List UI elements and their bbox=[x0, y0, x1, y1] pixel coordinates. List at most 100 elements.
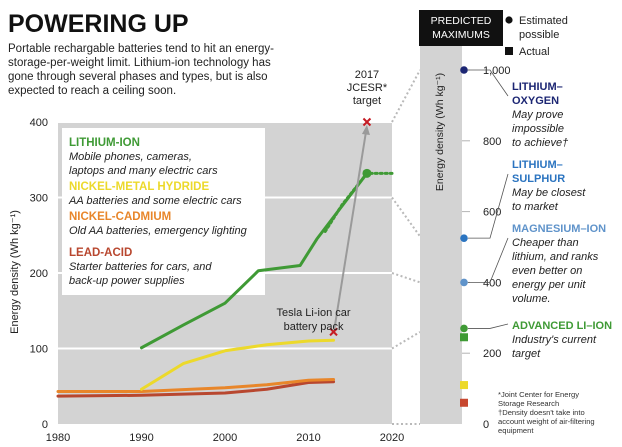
legend-estimated-line-1: Estimated bbox=[519, 15, 568, 27]
right-y-tick-labels: 0 200 400 600 800 1,000 bbox=[483, 65, 511, 431]
predicted-name-line: LITHIUM– bbox=[512, 159, 563, 171]
legend-estimated-line-2: possible bbox=[519, 29, 559, 41]
predicted-description: May be closest bbox=[512, 187, 586, 199]
legend-series-name: NICKEL-CADMIUM bbox=[69, 211, 171, 223]
predicted-name-line: OXYGEN bbox=[512, 95, 559, 107]
main-y-tick-label: 0 bbox=[42, 419, 48, 431]
main-x-tick-labels: 1980 1990 2000 2010 2020 bbox=[46, 432, 404, 444]
main-y-tick-label: 100 bbox=[30, 344, 48, 356]
panel-connector-line bbox=[391, 196, 421, 237]
panel-connector-line bbox=[391, 331, 421, 350]
legend: LITHIUM-ION Mobile phones, cameras, laptop… bbox=[68, 137, 248, 287]
predicted-description: Cheaper than bbox=[512, 237, 579, 249]
right-y-tick-label: 800 bbox=[483, 136, 501, 148]
legend-series-description: laptops and many electric cars bbox=[69, 165, 218, 177]
main-y-tick-label: 400 bbox=[30, 117, 48, 129]
markers: Tesla Li-ion car battery pack 2017JCESR*ta… bbox=[277, 69, 388, 337]
main-x-tick-label: 2000 bbox=[213, 432, 237, 444]
tesla-label: battery pack bbox=[284, 321, 344, 333]
footnote-line-4: account weight of air-filtering bbox=[498, 417, 595, 426]
legend-series-description: Old AA batteries, emergency lighting bbox=[69, 225, 248, 237]
estimated-point bbox=[460, 234, 468, 242]
subtitle-line-2: storage-per-weight limit. Lithium-ion te… bbox=[8, 57, 271, 69]
main-x-tick-label: 2020 bbox=[380, 432, 404, 444]
predicted-header-box bbox=[419, 10, 503, 46]
series-line bbox=[56, 377, 336, 394]
legend-series-description: back-up power supplies bbox=[69, 275, 185, 287]
predicted-description: volume. bbox=[512, 293, 551, 305]
main-x-tick-label: 2010 bbox=[296, 432, 320, 444]
legend-actual-symbol bbox=[505, 47, 513, 55]
main-y-tick-labels: 0 100 200 300 400 bbox=[30, 117, 48, 431]
right-y-tick-label: 200 bbox=[483, 348, 501, 360]
actual-point bbox=[460, 398, 468, 407]
series-line bbox=[56, 380, 336, 398]
panel-connectors bbox=[391, 69, 421, 425]
legend-series-description: Mobile phones, cameras, bbox=[69, 151, 192, 163]
right-y-tick-label: 400 bbox=[483, 277, 501, 289]
footnote-line-3: †Density doesn't take into bbox=[498, 408, 585, 417]
predicted-name-line: LITHIUM– bbox=[512, 81, 563, 93]
page-title: POWERING UP bbox=[8, 10, 189, 38]
predicted-description: target bbox=[512, 348, 541, 360]
predicted-description: May prove bbox=[512, 109, 563, 121]
actual-point bbox=[460, 381, 468, 390]
tesla-label: Tesla Li-ion car bbox=[277, 307, 351, 319]
predicted-header-line-1: PREDICTED bbox=[431, 15, 492, 27]
right-y-tick-label: 600 bbox=[483, 207, 501, 219]
predicted-leader-line bbox=[468, 173, 509, 239]
marker-x bbox=[329, 327, 338, 337]
main-x-tick-label: 1980 bbox=[46, 432, 70, 444]
legend-series-name: LITHIUM-ION bbox=[69, 137, 140, 149]
predicted-leader-line bbox=[468, 237, 509, 283]
progress-arrow-head bbox=[361, 125, 370, 135]
series-line bbox=[140, 338, 336, 391]
legend-series-name: NICKEL-METAL HYDRIDE bbox=[69, 181, 209, 193]
jcesr-target-label: 2017 bbox=[355, 69, 379, 81]
subtitle-line-4: expected to reach a ceiling soon. bbox=[8, 85, 176, 97]
right-y-tick-label: 1,000 bbox=[483, 65, 511, 77]
predicted-leader-line bbox=[468, 323, 509, 329]
predicted-description: lithium, and ranks bbox=[512, 251, 599, 263]
predicted-description: energy per unit bbox=[512, 279, 586, 291]
predicted-description: to achieve† bbox=[512, 137, 568, 149]
footnote-line-5: equipment bbox=[498, 426, 534, 435]
main-y-tick-label: 300 bbox=[30, 193, 48, 205]
right-y-tick-label: 0 bbox=[483, 419, 489, 431]
series-endpoint bbox=[362, 168, 372, 178]
series-line bbox=[140, 171, 369, 350]
main-x-tick-label: 1990 bbox=[129, 432, 153, 444]
legend-estimated-symbol bbox=[505, 16, 513, 24]
predicted-description: impossible bbox=[512, 123, 564, 135]
progress-arrow-line bbox=[333, 131, 367, 329]
subtitle-line-3: gone through several phases and types, b… bbox=[8, 71, 268, 83]
predicted-leader-line bbox=[468, 69, 509, 97]
jcesr-target-label: target bbox=[353, 95, 381, 107]
main-y-tick-label: 200 bbox=[30, 268, 48, 280]
predicted-description: Industry's current bbox=[512, 334, 597, 346]
footnote-line-2: Storage Research bbox=[498, 399, 559, 408]
predicted-points bbox=[460, 66, 468, 407]
legend-box bbox=[62, 128, 265, 295]
series-lines bbox=[56, 168, 394, 398]
series-projection-line bbox=[323, 171, 394, 233]
predicted-description: even better on bbox=[512, 265, 582, 277]
predicted-name-line: SULPHUR bbox=[512, 173, 565, 185]
legend-series-description: Starter batteries for cars, and bbox=[69, 261, 212, 273]
subtitle-line-1: Portable rechargable batteries tend to h… bbox=[8, 43, 274, 55]
predicted-name-line: MAGNESIUM–ION bbox=[512, 223, 606, 235]
marker-x bbox=[362, 117, 372, 127]
main-y-axis-label: Energy density (Wh kg⁻¹) bbox=[9, 210, 21, 334]
footnote-line-1: *Joint Center for Energy bbox=[498, 390, 579, 399]
right-gridlines bbox=[462, 69, 470, 354]
actual-point bbox=[460, 333, 468, 342]
panel-connector-line bbox=[391, 69, 421, 123]
estimated-point bbox=[460, 66, 468, 74]
estimated-point bbox=[460, 278, 468, 287]
legend-series-description: AA batteries and some electric cars bbox=[68, 195, 242, 207]
predicted-name-line: ADVANCED LI–ION bbox=[512, 320, 612, 332]
predicted-panel-background bbox=[420, 12, 462, 424]
right-y-axis-label: Energy density (Wh kg⁻¹) bbox=[434, 73, 446, 191]
jcesr-target-label: JCESR* bbox=[347, 82, 388, 94]
